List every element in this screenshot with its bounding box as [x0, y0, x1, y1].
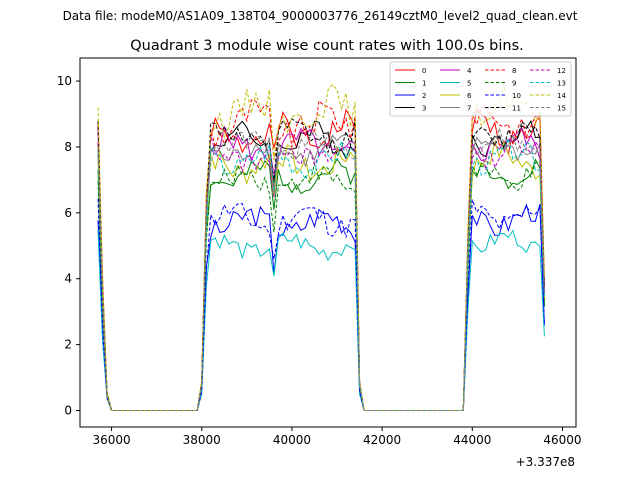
data-file-caption: Data file: modeM0/AS1A09_138T04_90000037…	[63, 9, 578, 23]
y-tick-label: 2	[64, 338, 72, 352]
series-line-2	[97, 203, 545, 411]
series-line-6	[97, 139, 545, 411]
x-tick-label: 46000	[543, 433, 581, 447]
series-line-13	[97, 136, 545, 411]
legend-label: 0	[422, 67, 426, 75]
legend-label: 6	[467, 92, 472, 100]
series-line-1	[97, 158, 545, 411]
y-tick-label: 4	[64, 272, 72, 286]
x-tick-label: 38000	[183, 433, 221, 447]
legend-label: 9	[512, 80, 516, 88]
legend-box	[389, 61, 572, 117]
plot-frame	[79, 57, 577, 428]
legend-label: 7	[467, 105, 471, 113]
legend-label: 12	[557, 67, 566, 75]
legend-label: 5	[467, 80, 471, 88]
series-line-9	[97, 160, 545, 411]
x-tick-label: 44000	[453, 433, 491, 447]
chart-title: Quadrant 3 module wise count rates with …	[130, 38, 524, 54]
y-tick-label: 6	[64, 206, 72, 220]
series-line-12	[97, 135, 545, 411]
legend-label: 1	[422, 80, 426, 88]
x-tick-label: 40000	[273, 433, 311, 447]
legend-label: 4	[467, 67, 472, 75]
x-axis: 36000 38000 40000 42000 44000 46000	[92, 427, 582, 447]
series-line-11	[97, 117, 545, 411]
series-line-10	[97, 198, 545, 411]
legend-label: 2	[422, 92, 426, 100]
y-tick-label: 8	[64, 140, 72, 154]
legend-label: 3	[422, 105, 426, 113]
series-line-5	[97, 229, 545, 411]
legend-label: 11	[512, 105, 521, 113]
y-tick-label: 0	[64, 404, 72, 418]
y-tick-label: 10	[57, 74, 72, 88]
series-line-8	[97, 99, 545, 411]
legend-label: 15	[557, 105, 566, 113]
x-tick-label: 42000	[363, 433, 401, 447]
x-offset-label: +3.337e8	[516, 455, 575, 469]
series-line-3	[97, 119, 545, 411]
x-tick-label: 36000	[92, 433, 130, 447]
series-line-14	[97, 83, 545, 411]
legend-label: 10	[512, 92, 521, 100]
legend-label: 8	[512, 67, 516, 75]
series-line-15	[97, 126, 545, 411]
series-layer	[97, 83, 545, 411]
legend-label: 13	[557, 80, 566, 88]
legend-label: 14	[557, 92, 566, 100]
y-axis: 0 2 4 6 8 10	[57, 74, 80, 418]
